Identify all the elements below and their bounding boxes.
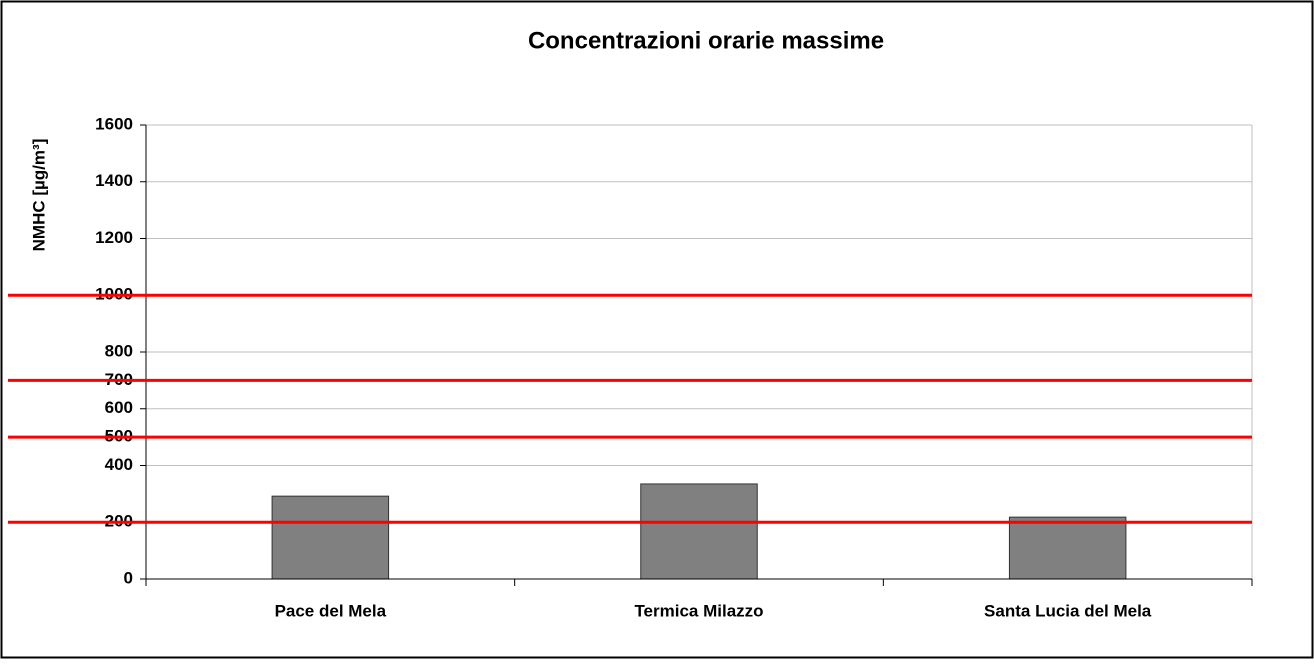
bar (271, 495, 390, 580)
y-tick-label: 600 (105, 398, 133, 417)
y-tick-label: 400 (105, 455, 133, 474)
y-tick-label: 0 (124, 568, 133, 587)
bar (1008, 516, 1127, 580)
y-axis-label: NMHC [µg/m³] (29, 139, 48, 252)
y-tick-label: 800 (105, 341, 133, 360)
y-tick-label: 1200 (95, 228, 133, 247)
chart-title: Concentrazioni orarie massime (528, 27, 884, 54)
x-tick-label: Santa Lucia del Mela (984, 601, 1152, 620)
y-tick-label: 1600 (95, 114, 133, 133)
bar (640, 483, 758, 580)
y-tick-label: 1400 (95, 171, 133, 190)
x-tick-label: Pace del Mela (275, 601, 387, 620)
x-tick-label: Termica Milazzo (634, 601, 763, 620)
